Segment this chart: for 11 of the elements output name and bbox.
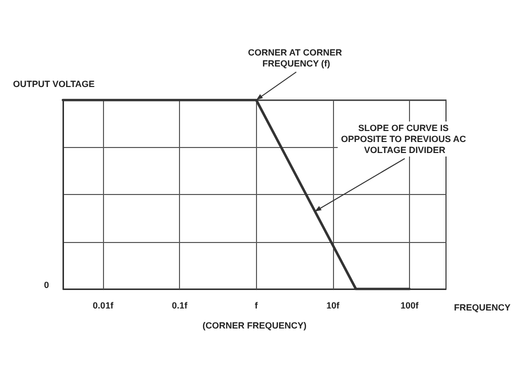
text: 0 — [44, 280, 49, 290]
x-tick-label: 0.1f — [172, 300, 188, 310]
x-axis-title: FREQUENCY — [454, 302, 511, 312]
x-tick-label: f — [254, 300, 259, 310]
y-axis-title: OUTPUT VOLTAGE — [13, 79, 95, 89]
text: (CORNER FREQUENCY) — [202, 320, 307, 330]
x-tick-label: 0.01f — [92, 300, 114, 310]
x-tick-label: 10f — [326, 300, 340, 310]
x-tick-label: 100f — [400, 300, 420, 310]
annotation: CORNER AT CORNER FREQUENCY (f) — [248, 48, 345, 68]
annotation: SLOPE OF CURVE IS OPPOSITE TO PREVIOUS AC VOLTAGE DIVIDER — [340, 123, 468, 156]
